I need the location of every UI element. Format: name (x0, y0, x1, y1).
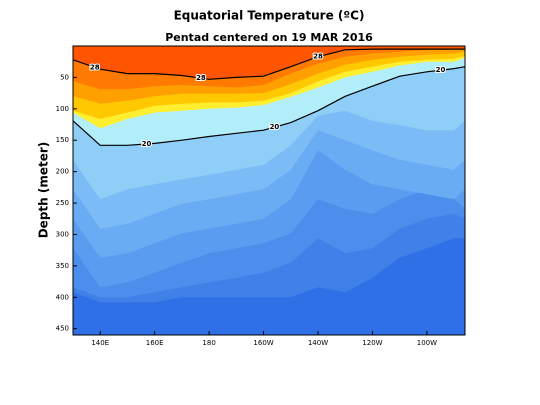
y-tick-label: 250 (56, 199, 69, 207)
x-tick-label: 160W (253, 339, 273, 347)
x-tick-label: 140W (308, 339, 328, 347)
x-tick-label: 120W (362, 339, 382, 347)
isotherm-line (72, 48, 465, 80)
contour-label: 20 (270, 123, 280, 131)
plot-frame (72, 45, 466, 336)
contour-label: 28 (313, 53, 323, 61)
contour-label: 28 (90, 63, 100, 71)
chart-title: Equatorial Temperature (ºC) (174, 9, 365, 23)
contour-label: 20 (142, 140, 152, 148)
x-tick-label: 100W (417, 339, 437, 347)
x-tick-label: 180 (202, 339, 215, 347)
chart-subtitle: Pentad centered on 19 MAR 2016 (165, 31, 373, 44)
temperature-band (73, 46, 465, 80)
y-tick-label: 300 (56, 230, 69, 238)
contour-label: 20 (436, 66, 446, 74)
y-tick-label: 350 (56, 262, 69, 270)
x-tick-label: 160E (146, 339, 164, 347)
y-axis-label: Depth (meter) (37, 142, 51, 239)
contour-label: 28 (196, 74, 206, 82)
y-tick-label: 400 (56, 293, 69, 301)
y-tick-label: 150 (56, 136, 69, 144)
y-tick-label: 100 (56, 105, 69, 113)
y-tick-label: 200 (56, 168, 69, 176)
plot-area: 20 20 20 28 28 28 (72, 46, 466, 335)
x-tick-label: 140E (91, 339, 109, 347)
y-tick-label: 450 (56, 325, 69, 333)
y-tick-label: 50 (60, 73, 69, 81)
isotherm-line (72, 66, 466, 146)
